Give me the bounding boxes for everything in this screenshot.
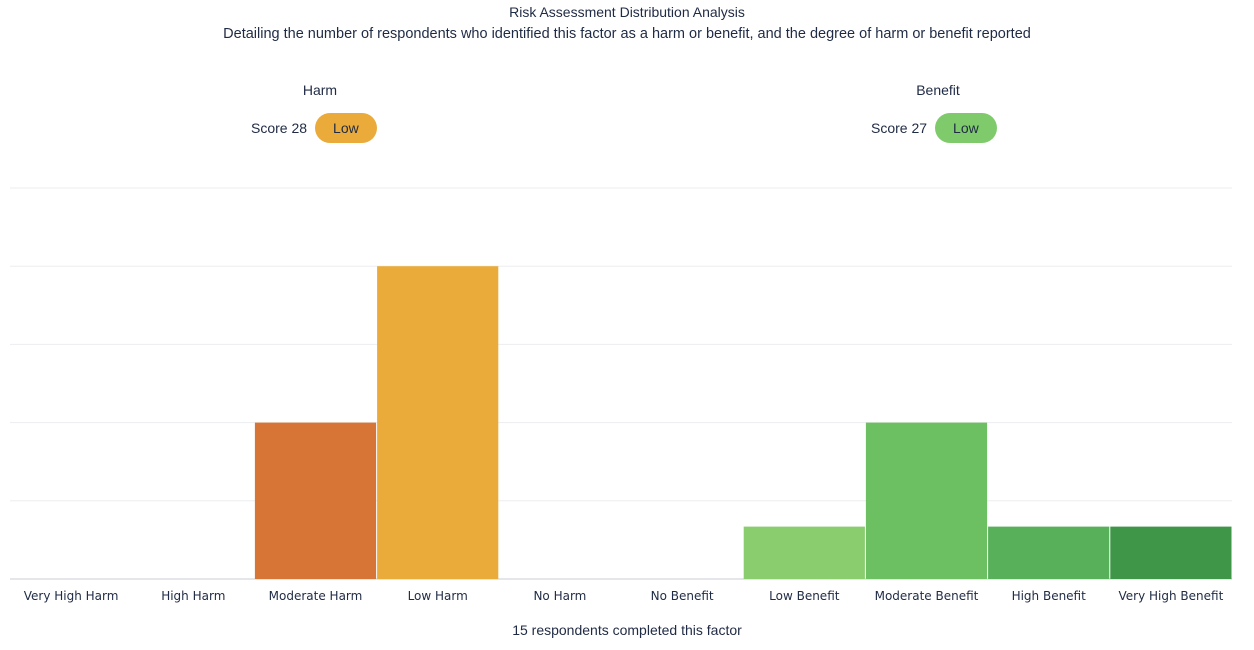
bar-chart: Very High Harm High Harm Moderate Harm Low … [10,187,1232,603]
tick-label-high-benefit: High Benefit [1012,589,1087,603]
harm-score-row: Score 28 Low [251,113,377,143]
bars [254,266,1232,579]
tick-label-low-harm: Low Harm [408,589,468,603]
tick-label-low-benefit: Low Benefit [769,589,840,603]
category-labels: Very High Harm High Harm Moderate Harm Low … [24,589,1224,603]
respondents-footer: 15 respondents completed this factor [512,622,742,638]
tick-label-very-high-benefit: Very High Benefit [1119,589,1224,603]
tick-label-no-harm: No Harm [533,589,586,603]
benefit-section-label: Benefit [916,82,960,98]
benefit-score-text: Score 27 [871,120,928,136]
bar-high-benefit[interactable] [988,526,1110,579]
bar-low-benefit[interactable] [743,526,865,579]
chart-title: Risk Assessment Distribution Analysis [509,4,745,20]
harm-level-badge: Low [315,113,377,143]
chart-subtitle: Detailing the number of respondents who … [223,26,1031,42]
gridlines [10,187,1232,580]
tick-label-very-high-harm: Very High Harm [24,589,119,603]
tick-label-no-benefit: No Benefit [651,589,714,603]
harm-section-label: Harm [302,82,338,98]
tick-label-high-harm: High Harm [161,589,225,603]
bar-moderate-benefit[interactable] [865,422,988,579]
tick-label-moderate-benefit: Moderate Benefit [875,589,979,603]
tick-label-moderate-harm: Moderate Harm [269,589,363,603]
benefit-score-row: Score 27 Low [871,113,997,143]
benefit-level-badge: Low [935,113,997,143]
harm-score-text: Score 28 [251,120,308,136]
bar-very-high-benefit[interactable] [1110,526,1232,579]
bar-moderate-harm[interactable] [254,422,377,579]
bar-low-harm[interactable] [377,266,499,579]
